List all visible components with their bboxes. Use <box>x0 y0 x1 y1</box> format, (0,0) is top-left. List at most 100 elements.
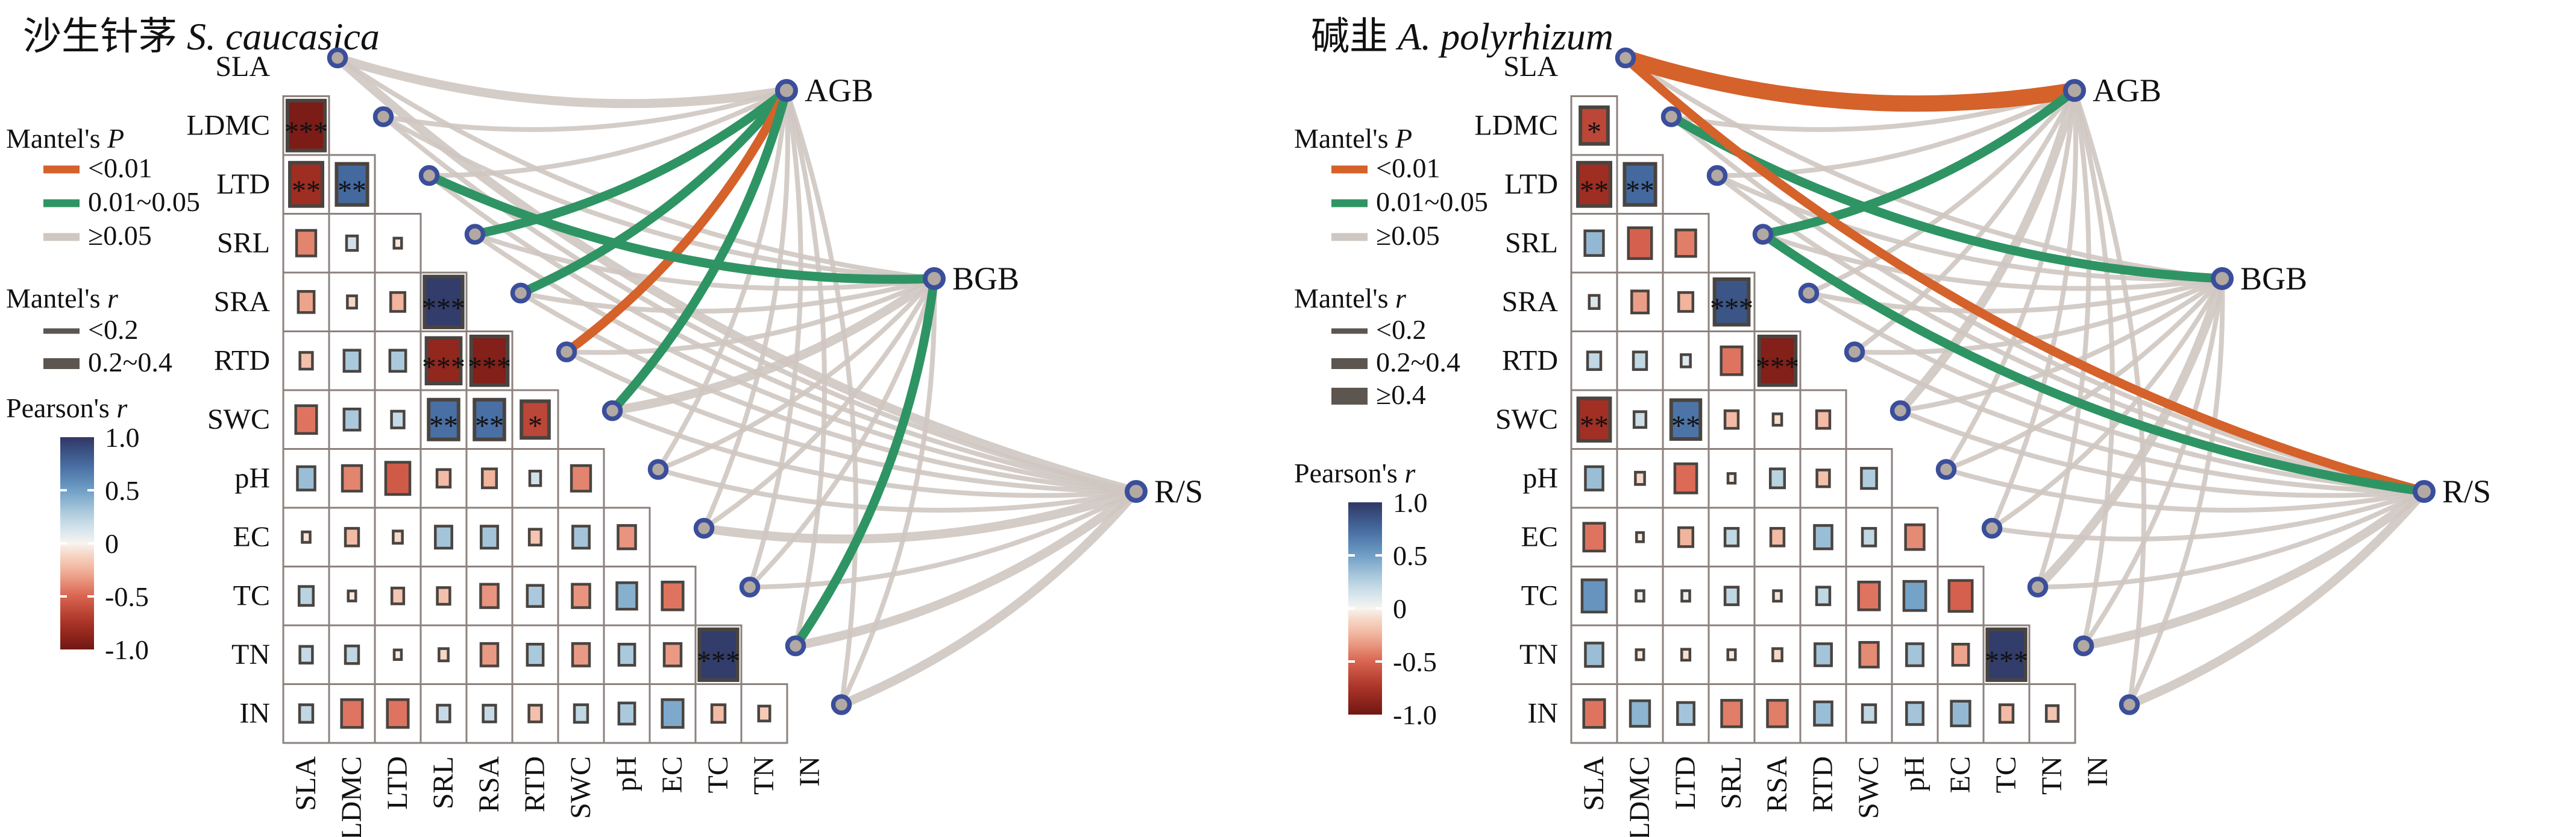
square-SRA-SLA <box>297 289 316 314</box>
hub-label-AGB: AGB <box>2093 72 2161 109</box>
trait-node-EC <box>1981 517 2003 539</box>
correlation-matrix: ***** ******** ***** ** **** <box>282 95 788 744</box>
hub-label-BGB: BGB <box>952 261 1019 297</box>
hub-label-BGB: BGB <box>2240 261 2307 297</box>
link-LTD-R/S <box>427 173 1139 494</box>
link-SWC-R/S <box>1898 408 2427 498</box>
square-EC-LTD <box>392 529 404 545</box>
hub-node-BGB <box>923 267 946 290</box>
col-label-IN: IN <box>2082 756 2114 787</box>
legend-mantel-r-title: Mantel's r <box>1294 283 1407 314</box>
square-RTD-LDMC <box>1632 350 1648 371</box>
square-SRA-SLA <box>1588 294 1601 310</box>
square-IN-RTD <box>527 704 543 724</box>
square-SWC-LDMC <box>342 407 362 432</box>
square-TN-TC <box>1985 627 2028 682</box>
link-IN-R/S <box>2125 487 2429 709</box>
link-pH-R/S <box>1944 467 2427 513</box>
row-label-EC: EC <box>1521 521 1558 553</box>
square-TN-SWC <box>1858 641 1880 669</box>
square-RTD-LDMC <box>342 349 362 373</box>
significance-stars: *** <box>284 116 328 148</box>
square-TN-RTD <box>1814 642 1833 668</box>
col-label-SRL: SRL <box>1715 756 1747 809</box>
square-TN-pH <box>1905 642 1924 668</box>
square-SRL-LDMC <box>1627 226 1653 261</box>
legend-mantel-p-label: 0.01~0.05 <box>88 186 200 217</box>
pearson-tick-label: 0 <box>1393 593 1407 624</box>
square-EC-LTD <box>1677 526 1695 548</box>
pearson-tick-label: -0.5 <box>105 581 149 612</box>
link-SLA-R/S <box>1621 53 2429 496</box>
link-pH-BGB <box>1944 276 2225 472</box>
square-IN-SWC <box>1861 703 1877 724</box>
significance-stars: ** <box>1626 175 1654 207</box>
square-SRA-LTD <box>389 291 407 313</box>
link-RTD-BGB <box>564 276 937 355</box>
row-label-RTD: RTD <box>214 344 270 376</box>
col-label-TN: TN <box>2036 756 2068 795</box>
hub-node-AGB <box>775 79 798 102</box>
link-LTD-BGB <box>424 171 939 284</box>
square-TC-SRL <box>436 586 451 606</box>
trait-node-TC <box>2027 576 2049 598</box>
square-TN-SRL <box>438 647 450 663</box>
link-TC-R/S <box>747 489 1139 590</box>
correlation-matrix: *** ********** ***** <box>1570 95 2076 744</box>
row-label-TC: TC <box>233 580 270 611</box>
link-IN-BGB <box>2127 276 2225 707</box>
link-TN-R/S <box>791 487 1141 651</box>
square-EC-RTD <box>527 528 543 547</box>
square-IN-SRL <box>1720 699 1743 728</box>
col-label-LDMC: LDMC <box>336 756 368 837</box>
square-TN-RTD <box>526 642 545 667</box>
square-SWC-SLA <box>294 404 318 435</box>
square-IN-LTD <box>386 698 410 729</box>
square-TC-EC <box>1947 579 1974 613</box>
row-label-SRA: SRA <box>1502 286 1559 318</box>
trait-node-SWC <box>602 400 623 422</box>
square-pH-RSA <box>1768 467 1786 490</box>
mantel-links <box>333 53 1141 709</box>
significance-stars: *** <box>1710 292 1753 324</box>
link-SRA-AGB <box>516 86 791 298</box>
col-label-LTD: LTD <box>1670 756 1701 810</box>
row-label-IN: IN <box>239 697 270 729</box>
link-TC-AGB <box>747 88 803 590</box>
square-SRA-LDMC <box>346 294 358 310</box>
col-label-SLA: SLA <box>1578 756 1610 811</box>
square-TN-pH <box>617 642 636 667</box>
col-label-TN: TN <box>748 756 780 795</box>
pearson-tick-label: 1.0 <box>105 422 140 453</box>
legend-mantel-p-label: ≥0.05 <box>88 220 152 251</box>
square-SRL-SLA <box>1583 229 1605 257</box>
square-SWC-SRL <box>1723 409 1740 430</box>
row-label-SWC: SWC <box>207 403 270 435</box>
square-TC-LTD <box>390 586 406 605</box>
square-IN-TN <box>2044 704 2060 723</box>
col-label-RTD: RTD <box>1807 756 1839 812</box>
square-TC-SLA <box>297 585 315 607</box>
square-TN-SLA <box>298 645 314 665</box>
square-pH-SRL <box>1726 472 1737 485</box>
square-TN-SRL <box>1726 648 1737 662</box>
trait-node-LDMC <box>1660 106 1682 127</box>
square-LTD-LDMC <box>1623 162 1657 207</box>
hub-node-R/S <box>2413 480 2436 503</box>
link-RTD-R/S <box>1852 349 2427 494</box>
square-LTD-LDMC <box>335 162 369 207</box>
col-label-SWC: SWC <box>1853 756 1885 819</box>
square-TC-SRL <box>1723 586 1740 607</box>
legend-mantel-r-label: <0.2 <box>88 314 138 345</box>
hub-label-R/S: R/S <box>1154 473 1203 510</box>
row-label-EC: EC <box>233 521 270 553</box>
link-SLA-BGB <box>335 55 937 281</box>
square-SRA-LDMC <box>1630 289 1650 315</box>
square-EC-RSA <box>1769 526 1786 548</box>
link-EC-R/S <box>699 487 1141 544</box>
square-IN-RSA <box>1766 699 1789 728</box>
significance-stars: * <box>528 410 542 442</box>
row-label-TN: TN <box>1519 639 1558 671</box>
significance-stars: ** <box>1580 410 1609 442</box>
trait-node-SRL <box>1752 224 1774 245</box>
